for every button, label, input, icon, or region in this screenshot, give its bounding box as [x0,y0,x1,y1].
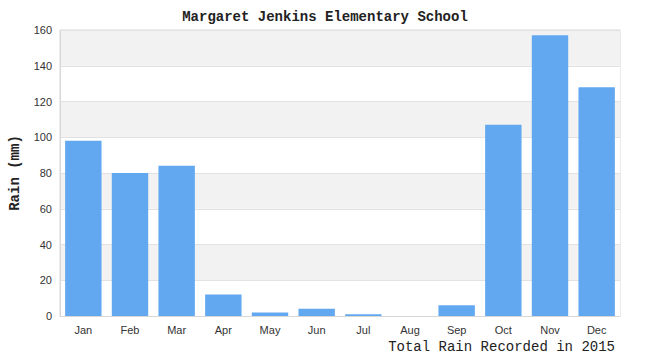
svg-text:0: 0 [46,310,52,322]
svg-text:Margaret Jenkins Elementary Sc: Margaret Jenkins Elementary School [182,9,468,25]
svg-text:160: 160 [34,24,52,36]
svg-text:Dec: Dec [587,324,607,336]
svg-text:Jan: Jan [74,324,92,336]
svg-text:Jul: Jul [356,324,370,336]
svg-text:Aug: Aug [400,324,420,336]
svg-text:Rain (mm): Rain (mm) [7,135,23,211]
svg-text:Jun: Jun [308,324,326,336]
svg-text:Oct: Oct [495,324,512,336]
svg-text:Apr: Apr [215,324,232,336]
svg-text:Total Rain Recorded in 2015: Total Rain Recorded in 2015 [388,339,615,355]
svg-text:20: 20 [40,274,52,286]
svg-text:120: 120 [34,96,52,108]
svg-text:140: 140 [34,60,52,72]
svg-text:Nov: Nov [540,324,560,336]
svg-text:40: 40 [40,239,52,251]
svg-text:80: 80 [40,167,52,179]
svg-text:60: 60 [40,203,52,215]
svg-text:Sep: Sep [447,324,467,336]
svg-text:May: May [260,324,281,336]
svg-text:Mar: Mar [167,324,186,336]
svg-text:Feb: Feb [121,324,140,336]
svg-text:100: 100 [34,131,52,143]
